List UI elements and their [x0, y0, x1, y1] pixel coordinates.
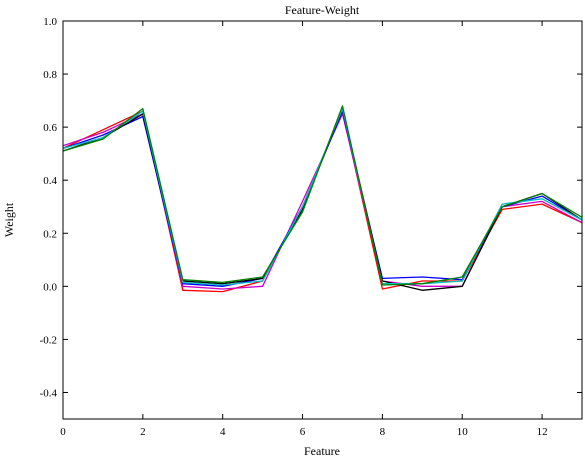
- x-tick-label: 8: [380, 426, 386, 438]
- y-tick-label: -0.2: [40, 334, 57, 346]
- series-line-4: [62, 107, 583, 291]
- x-tick-label: 6: [300, 426, 306, 438]
- x-tick-label: 4: [220, 426, 226, 438]
- series-line-2: [62, 113, 583, 290]
- series-line-1: [62, 110, 583, 293]
- series-line-5: [62, 107, 583, 286]
- x-tick-label: 0: [60, 426, 66, 438]
- x-tick-label: 12: [537, 426, 548, 438]
- y-tick-label: 0.8: [43, 69, 57, 81]
- x-tick-label: 2: [140, 426, 146, 438]
- chart-title: Feature-Weight: [285, 3, 360, 17]
- y-axis-label: Weight: [2, 202, 16, 237]
- y-tick-label: 0.4: [43, 175, 57, 187]
- x-tick-label: 10: [457, 426, 469, 438]
- y-tick-label: -0.4: [40, 387, 58, 399]
- x-axis-label: Feature: [304, 444, 340, 458]
- y-tick-label: 0.6: [43, 122, 57, 134]
- y-tick-label: 0.0: [43, 281, 57, 293]
- series-line-6: [62, 105, 583, 286]
- series-line-3: [62, 110, 583, 287]
- series-layer: [62, 105, 583, 293]
- y-tick-label: 0.2: [43, 228, 57, 240]
- y-tick-label: 1.0: [43, 16, 57, 28]
- plot-frame: [62, 20, 583, 420]
- ticks-layer: 0 2 4 6 8 10 12 -0.4 -0.2 0.0 0.2 0.4 0.6 0.8 1.0: [40, 16, 582, 438]
